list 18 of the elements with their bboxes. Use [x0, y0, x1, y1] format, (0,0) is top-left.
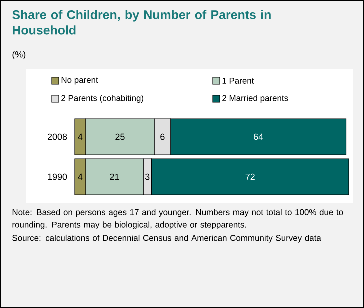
data-label: 6 [160, 134, 165, 140]
data-label: 4 [78, 134, 83, 140]
legend-label: 1 Parent [222, 78, 254, 84]
data-label: 21 [110, 174, 120, 180]
data-label: 3 [145, 174, 150, 180]
source-note: Source: calculations of Decennial Census and American Community Survey data [12, 234, 322, 243]
y-tick-label: 1990 [48, 174, 68, 180]
data-label: 25 [116, 134, 125, 140]
legend-label: No parent [62, 77, 98, 85]
legend-label: 2 Married parents [222, 95, 288, 103]
y-tick-label: 2008 [48, 134, 68, 140]
data-label: 4 [78, 174, 83, 180]
text: Note: Based on persons ages 17 and younger. Numbers may not total to 100% due to rounding. Parents may be biological, adoptive or stepparents. [12, 209, 344, 230]
data-label: 72 [246, 174, 255, 180]
chart-subtitle: (%) [12, 51, 26, 60]
legend-label: 2 Parents (cohabiting) [62, 95, 144, 103]
chart-title: Share of Children, by Number of Parents in Household [12, 10, 271, 35]
data-label: 64 [254, 134, 264, 140]
